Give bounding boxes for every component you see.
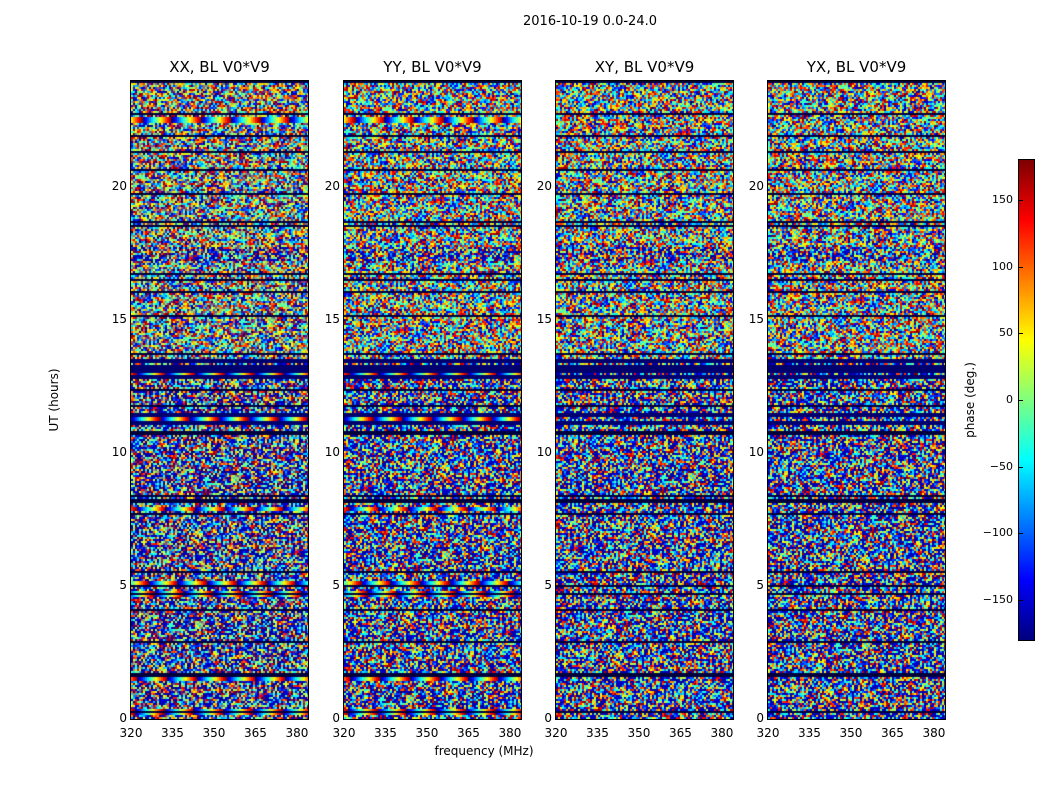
y-tick-label: 0 [119,711,127,725]
panel-title: YY, BL V0*V9 [383,58,482,76]
colorbar-tick [1019,533,1023,535]
panel-yx: YX, BL V0*V9 320 335 350 365 380 0 5 10 15 20 [749,58,946,740]
heatmap-xy [556,81,733,719]
y-tick-label: 0 [756,711,764,725]
y-tick-label: 5 [544,578,552,593]
x-tick-label: 365 [244,726,267,740]
x-tick-label: 320 [119,726,143,740]
y-tick-label: 20 [748,179,764,194]
heatmap-yx [768,81,945,719]
panel-title: XY, BL V0*V9 [594,58,695,76]
x-tick-label: 320 [544,726,568,740]
x-tick-label: 335 [586,726,609,740]
x-tick-label: 365 [669,726,692,740]
colorbar-tick-label: −50 [989,459,1013,473]
x-tick-label: 350 [627,726,651,740]
colorbar-gradient [1019,160,1034,640]
y-tick-label: 0 [332,711,340,725]
y-tick-label: 10 [536,445,552,460]
colorbar-tick-label: 0 [1006,393,1013,406]
y-tick-label: 15 [324,312,340,327]
y-tick-label: 20 [111,179,127,194]
y-tick-label: 15 [111,312,127,327]
y-tick-label: 0 [544,711,552,725]
colorbar-tick-label: 150 [992,193,1013,206]
x-tick-label: 380 [710,726,734,740]
y-axis-label: UT (hours) [47,368,61,432]
x-tick-label: 365 [457,726,480,740]
y-tick-label: 5 [332,578,340,593]
colorbar-label: phase (deg.) [963,362,977,438]
x-tick-label: 350 [839,726,863,740]
colorbar-tick [1019,600,1023,601]
y-tick-label: 10 [111,445,127,460]
x-tick-label: 350 [415,726,439,740]
x-tick-label: 350 [202,726,226,740]
colorbar: 150 100 50 0 −50 −100 −150 [983,159,1035,641]
colorbar-tick [1019,266,1023,268]
y-tick-label: 15 [536,312,552,327]
x-tick-label: 320 [332,726,356,740]
figure-title: 2016-10-19 0.0-24.0 [523,14,657,29]
colorbar-tick [1019,333,1023,335]
x-axis-label: frequency (MHz) [434,744,534,758]
panel-xx: XX, BL V0*V9 320 335 350 365 380 0 5 10 15 20 [112,58,309,740]
panel-title: YX, BL V0*V9 [806,58,907,76]
x-tick-label: 335 [798,726,821,740]
x-tick-label: 380 [922,726,946,740]
x-tick-label: 335 [374,726,397,740]
y-tick-label: 20 [536,179,552,194]
colorbar-tick [1019,200,1023,201]
x-tick-label: 320 [756,726,780,740]
x-tick-label: 335 [161,726,184,740]
y-tick-label: 10 [748,445,764,460]
y-tick-label: 5 [119,578,127,593]
y-tick-label: 5 [756,578,764,593]
y-tick-label: 10 [324,445,340,460]
colorbar-tick-label: 50 [999,326,1013,340]
colorbar-tick-label: 100 [992,259,1013,273]
x-tick-label: 380 [285,726,309,740]
x-tick-label: 365 [881,726,904,740]
colorbar-tick-label: −100 [982,526,1013,540]
heatmap-xx [131,81,308,719]
panel-yy: YY, BL V0*V9 320 335 350 365 380 0 5 10 15 20 [325,58,522,740]
x-tick-label: 380 [498,726,522,740]
colorbar-tick [1019,466,1023,468]
y-tick-label: 15 [748,312,764,327]
heatmap-yy [344,81,521,719]
colorbar-tick [1019,400,1023,401]
y-tick-label: 20 [324,179,340,194]
panel-title: XX, BL V0*V9 [169,58,270,76]
colorbar-tick-label: −150 [982,593,1013,606]
panel-xy: XY, BL V0*V9 320 335 350 365 380 0 5 10 15 20 [537,58,734,740]
